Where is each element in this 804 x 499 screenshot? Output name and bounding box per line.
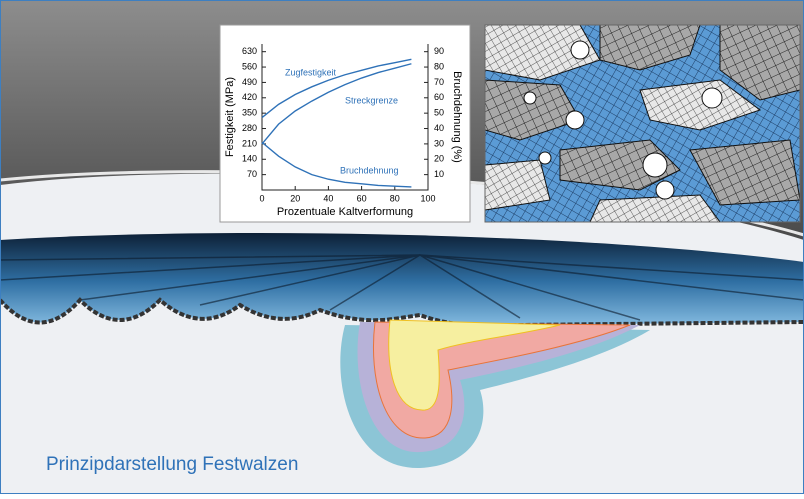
x-axis-label: Prozentuale Kaltverformung xyxy=(277,206,413,218)
x-tick-label: 0 xyxy=(259,193,264,203)
scene: 0 20 40 60 80 100 70 140 210 280 350 420 490 560 630 10… xyxy=(0,0,804,494)
series-label: Zugfestigkeit xyxy=(285,67,337,77)
y2-tick-label: 50 xyxy=(434,108,444,118)
microstructure xyxy=(485,25,800,222)
y-tick-label: 210 xyxy=(242,138,257,148)
series-label: Streckgrenze xyxy=(345,95,398,105)
y2-tick-label: 80 xyxy=(434,61,444,71)
x-tick-label: 100 xyxy=(420,193,435,203)
x-tick-label: 40 xyxy=(323,193,333,203)
x-tick-label: 60 xyxy=(357,193,367,203)
y2-tick-label: 90 xyxy=(434,46,444,56)
x-tick-label: 80 xyxy=(390,193,400,203)
y2-tick-label: 60 xyxy=(434,92,444,102)
y-tick-label: 630 xyxy=(242,46,257,56)
y2-tick-label: 40 xyxy=(434,123,444,133)
y-tick-label: 420 xyxy=(242,92,257,102)
y-axis-label: Festigkeit (MPa) xyxy=(224,77,236,157)
y-tick-label: 490 xyxy=(242,77,257,87)
caption: Prinzipdarstellung Festwalzen xyxy=(46,454,298,475)
y2-tick-label: 30 xyxy=(434,138,444,148)
y-tick-label: 280 xyxy=(242,123,257,133)
y2-tick-label: 70 xyxy=(434,77,444,87)
y-tick-label: 560 xyxy=(242,61,257,71)
y2-tick-label: 10 xyxy=(434,169,444,179)
y-tick-label: 350 xyxy=(242,108,257,118)
y-tick-label: 70 xyxy=(247,169,257,179)
series-label: Bruchdehnung xyxy=(340,165,399,175)
y2-axis-label: Bruchdehnung (%) xyxy=(451,71,463,163)
x-tick-label: 20 xyxy=(290,193,300,203)
y-tick-label: 140 xyxy=(242,154,257,164)
y2-tick-label: 20 xyxy=(434,154,444,164)
